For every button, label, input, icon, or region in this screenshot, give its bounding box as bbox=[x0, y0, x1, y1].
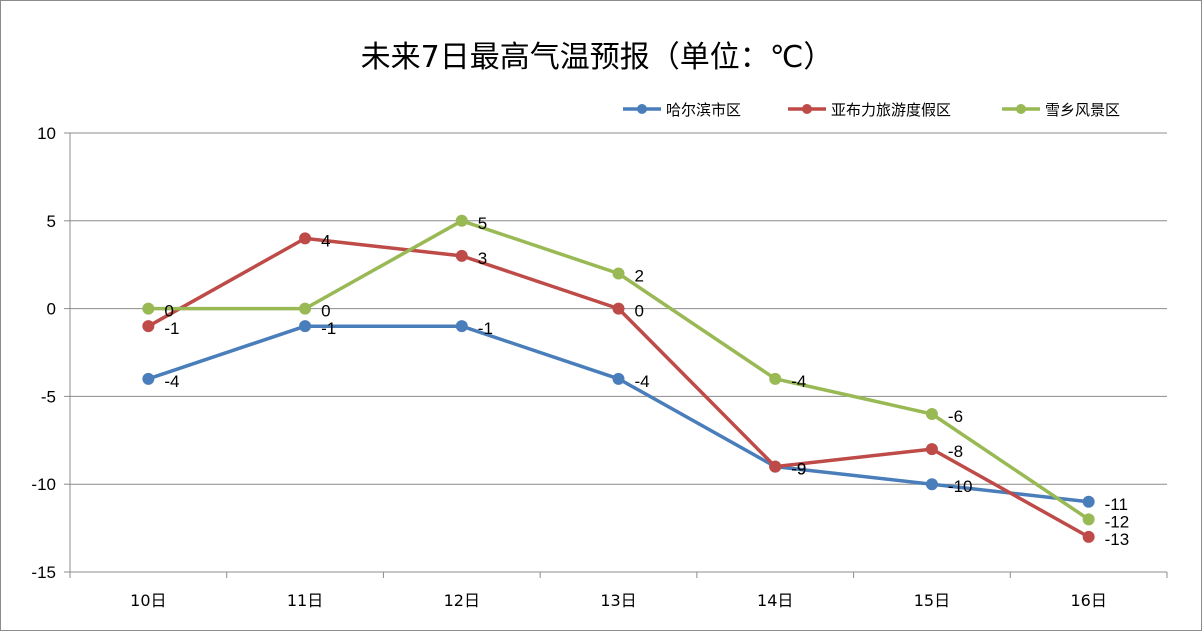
data-point bbox=[925, 407, 938, 420]
data-point bbox=[299, 232, 312, 245]
data-label: 0 bbox=[635, 302, 644, 321]
data-label: 5 bbox=[478, 214, 487, 233]
x-tick-label: 16日 bbox=[1070, 591, 1106, 610]
data-point bbox=[455, 249, 468, 262]
data-label: -6 bbox=[948, 407, 963, 426]
legend-marker bbox=[637, 104, 647, 114]
x-tick-label: 14日 bbox=[757, 591, 793, 610]
legend-label: 哈尔滨市区 bbox=[666, 101, 741, 119]
data-point bbox=[769, 460, 782, 473]
data-label: -8 bbox=[948, 442, 963, 461]
series-group bbox=[142, 214, 1095, 543]
data-label: -4 bbox=[635, 372, 650, 391]
legend-marker bbox=[802, 104, 812, 114]
y-axis-ticks: 10 5 0 -5 -10 -15 bbox=[31, 124, 70, 582]
x-tick-label: 13日 bbox=[600, 591, 636, 610]
data-label: -4 bbox=[791, 372, 806, 391]
y-tick-label: -5 bbox=[41, 387, 56, 406]
data-point bbox=[1082, 495, 1095, 508]
legend-label: 雪乡风景区 bbox=[1045, 101, 1120, 119]
data-point bbox=[612, 267, 625, 280]
y-tick-label: 10 bbox=[37, 124, 56, 143]
data-label: 2 bbox=[635, 266, 644, 285]
data-label: -12 bbox=[1105, 512, 1130, 531]
data-label: 0 bbox=[164, 302, 173, 321]
data-label: -13 bbox=[1105, 530, 1130, 549]
x-tick-label: 15日 bbox=[914, 591, 950, 610]
data-label: -1 bbox=[164, 319, 179, 338]
x-tick-label: 11日 bbox=[287, 591, 323, 610]
x-tick-label: 12日 bbox=[444, 591, 480, 610]
legend-marker bbox=[1016, 104, 1026, 114]
data-point bbox=[299, 302, 312, 315]
data-label: -1 bbox=[321, 319, 336, 338]
x-axis-ticks: 10日 11日 12日 13日 14日 15日 16日 bbox=[69, 572, 1168, 610]
data-point bbox=[299, 320, 312, 333]
data-label: 3 bbox=[478, 249, 487, 268]
y-tick-label: 5 bbox=[47, 212, 56, 231]
y-tick-label: -15 bbox=[31, 563, 56, 582]
data-point bbox=[925, 478, 938, 491]
y-tick-label: 0 bbox=[47, 300, 56, 319]
axes bbox=[69, 133, 1167, 573]
data-label: -1 bbox=[478, 319, 493, 338]
series-line bbox=[146, 219, 1091, 522]
chart-title: 未来7日最高气温预报（单位：℃） bbox=[361, 40, 834, 75]
data-point bbox=[142, 302, 155, 315]
legend-label: 亚布力旅游度假区 bbox=[831, 101, 951, 119]
data-point bbox=[925, 443, 938, 456]
data-point bbox=[1082, 530, 1095, 543]
data-point bbox=[612, 372, 625, 385]
data-point bbox=[769, 372, 782, 385]
data-label: -11 bbox=[1105, 495, 1128, 514]
legend: 哈尔滨市区 亚布力旅游度假区 雪乡风景区 bbox=[623, 101, 1120, 119]
data-point bbox=[455, 214, 468, 227]
data-label: -9 bbox=[791, 460, 806, 479]
x-tick-label: 10日 bbox=[130, 591, 166, 610]
data-label: -10 bbox=[948, 477, 973, 496]
data-label: 4 bbox=[321, 231, 330, 250]
data-point bbox=[142, 372, 155, 385]
data-point bbox=[612, 302, 625, 315]
data-point bbox=[455, 320, 468, 333]
data-point bbox=[142, 320, 155, 333]
data-label: 0 bbox=[321, 302, 330, 321]
y-tick-label: -10 bbox=[31, 475, 56, 494]
data-point bbox=[1082, 513, 1095, 526]
data-label: -9 bbox=[791, 460, 806, 479]
data-label: -4 bbox=[164, 372, 179, 391]
